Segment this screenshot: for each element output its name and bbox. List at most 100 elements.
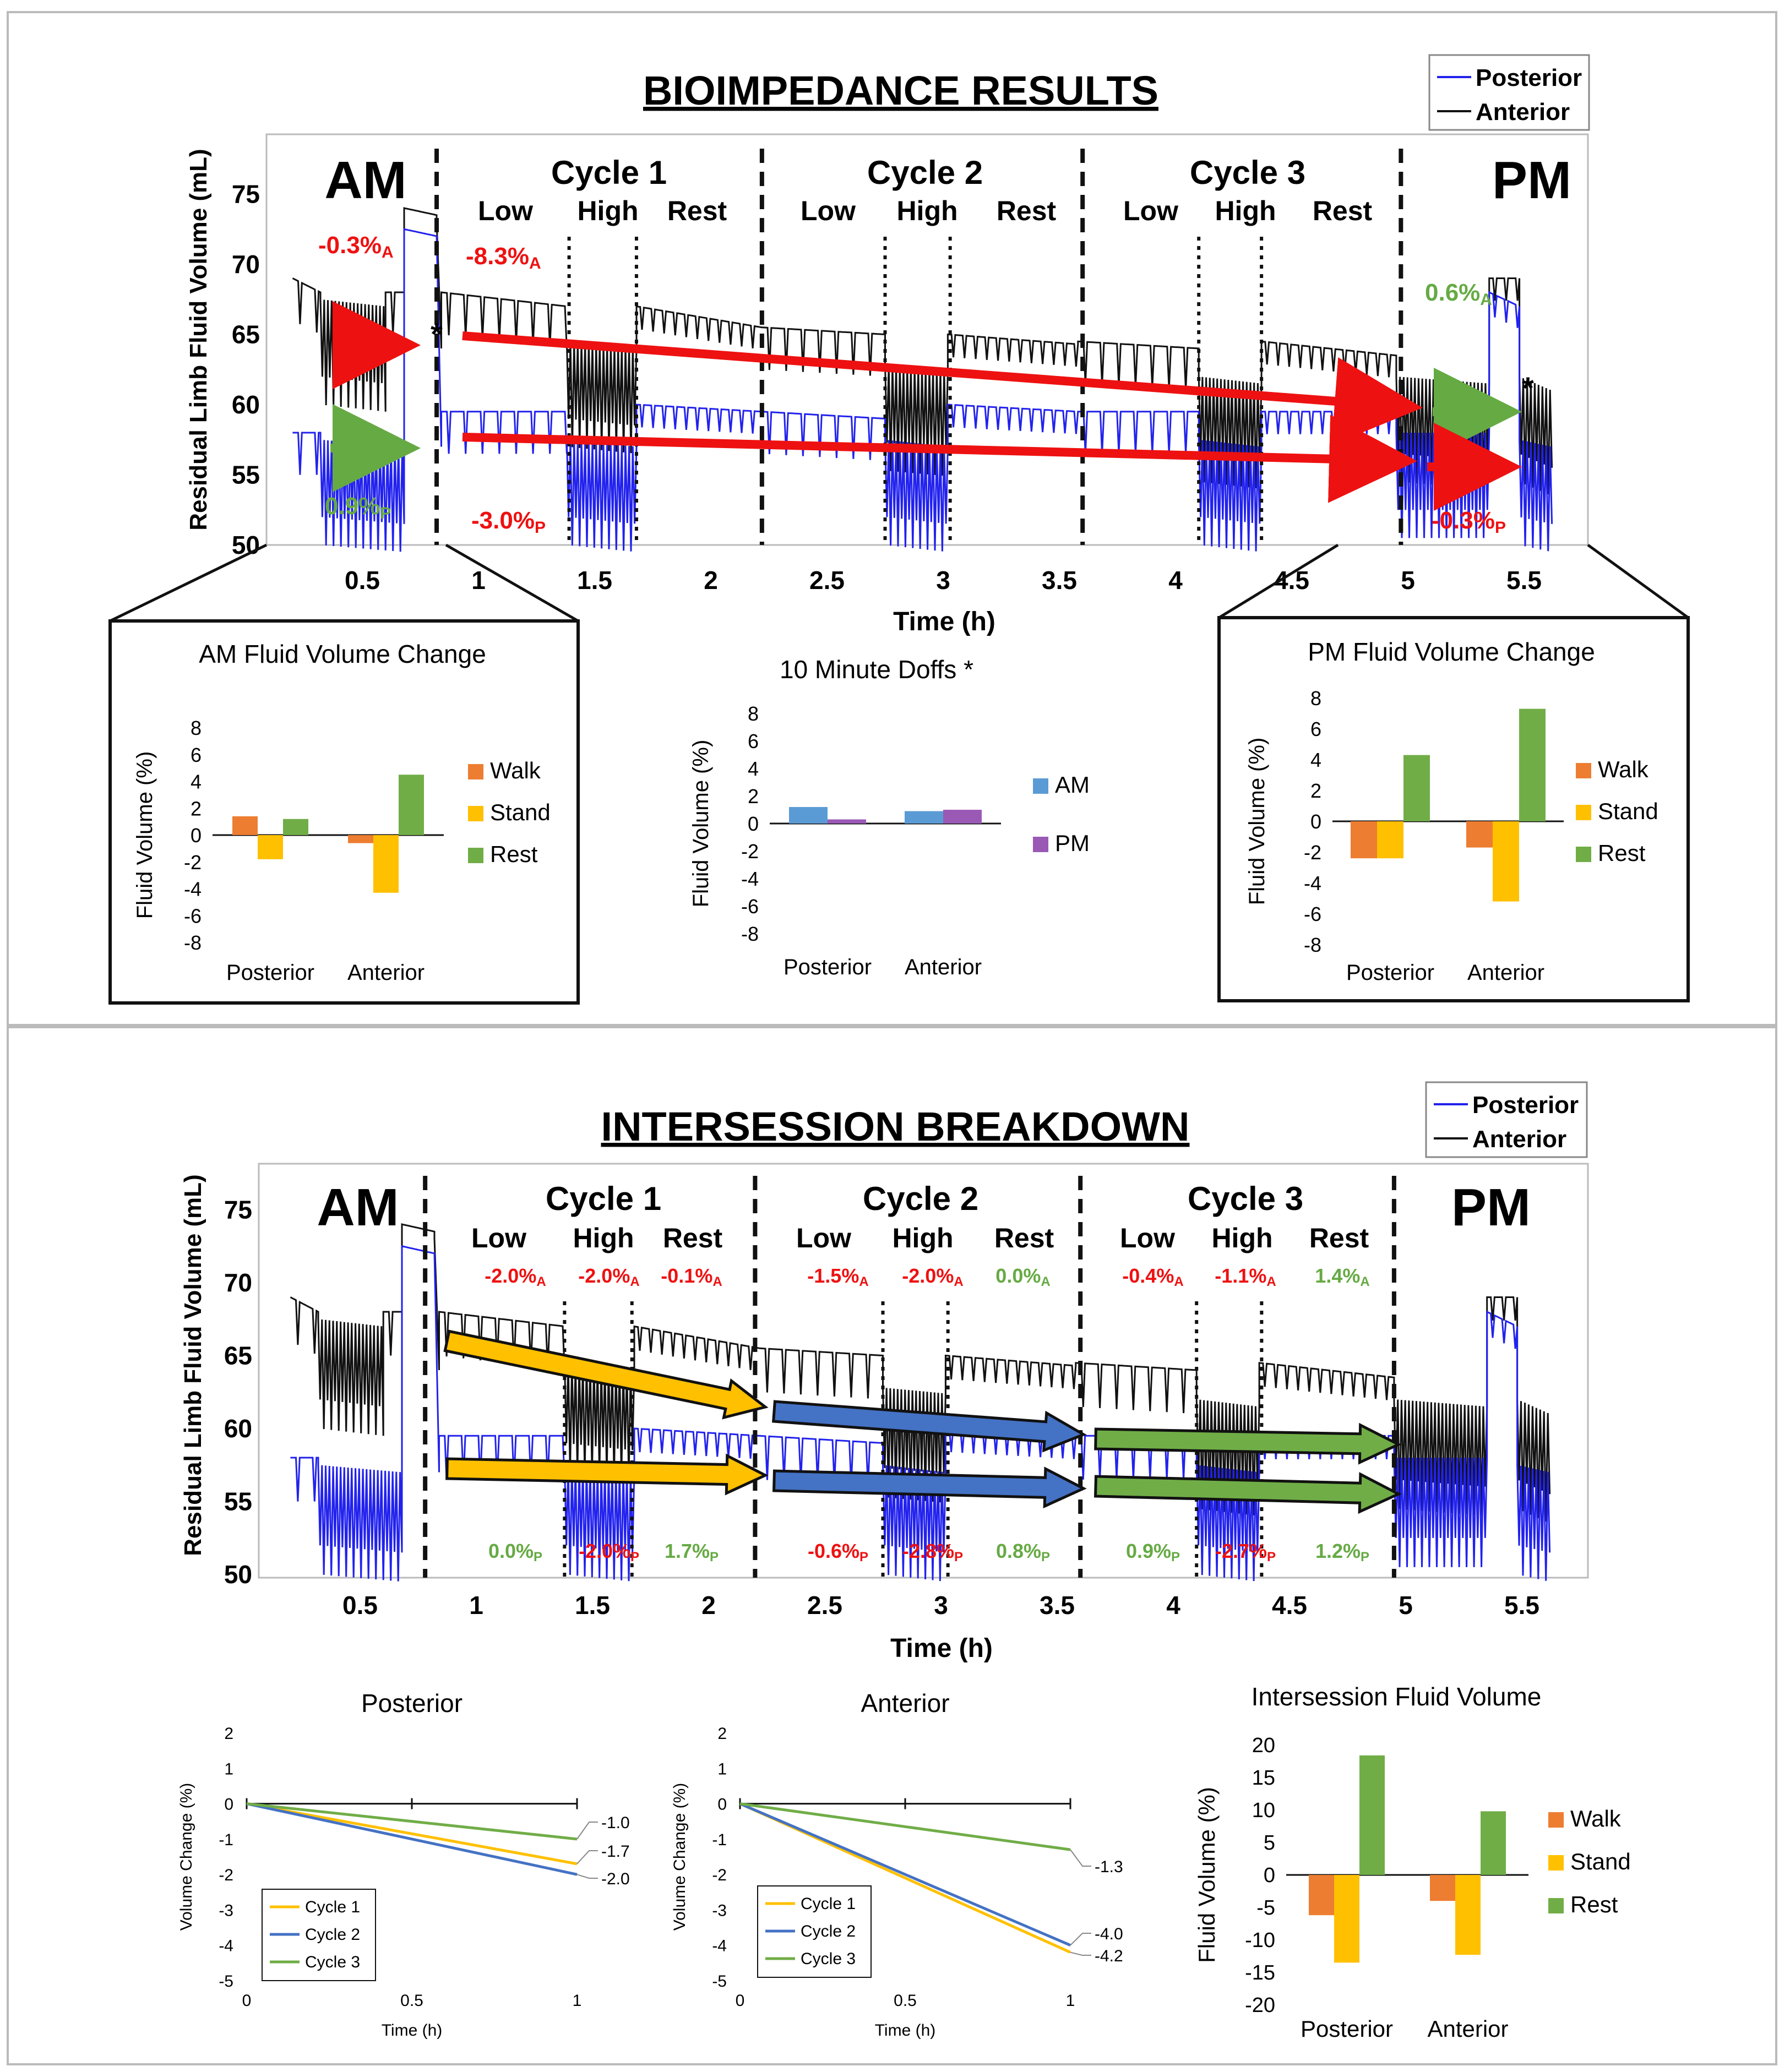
- cycle-trend-arrow: [772, 1466, 1087, 1509]
- legend-label: Rest: [1570, 1891, 1618, 1917]
- y-tick-label: 65: [232, 320, 260, 349]
- legend-label: Walk: [1570, 1806, 1622, 1831]
- legend-label: Cycle 2: [305, 1926, 360, 1944]
- y-tick-label: -6: [741, 895, 759, 918]
- legend-swatch: [468, 806, 483, 821]
- x-tick-label: 5: [1399, 1591, 1413, 1620]
- end-value-label: -1.3: [1095, 1858, 1123, 1876]
- legend-posterior-label: Posterior: [1476, 64, 1582, 91]
- doff-asterisk: *: [1522, 370, 1534, 405]
- panel2-xaxis-ticks: 0.5 1 1.5 2 2.5 3 3.5 4 4.5 5 5.5: [342, 1591, 1539, 1620]
- legend-anterior-label: Anterior: [1476, 99, 1570, 126]
- bar: [1430, 1875, 1455, 1901]
- label-leader: [576, 1874, 598, 1879]
- x-tick-label: 0: [736, 1992, 745, 2010]
- legend-label: Stand: [1598, 798, 1658, 824]
- y-tick-label: -6: [1304, 903, 1321, 925]
- anterior-change-label: -2.0%A: [485, 1264, 546, 1289]
- bar: [789, 807, 828, 824]
- y-tick-label: 65: [224, 1342, 252, 1370]
- category-label: Posterior: [784, 955, 872, 979]
- x-tick-label: 0: [242, 1992, 252, 2010]
- legend-swatch: [1033, 778, 1048, 794]
- phase-label: Low: [478, 195, 533, 226]
- section-cycle3: Cycle 3: [1190, 154, 1305, 191]
- x-tick-label: 5.5: [1506, 566, 1542, 595]
- posterior-change-label: 0.8%P: [996, 1540, 1050, 1564]
- legend-label: Rest: [490, 841, 538, 867]
- x-tick-label: 0.5: [400, 1992, 423, 2010]
- y-tick-label: -8: [1304, 934, 1321, 956]
- y-tick-label: 55: [224, 1487, 252, 1516]
- y-tick-label: 8: [191, 717, 202, 739]
- x-tick-label: 2.5: [809, 566, 845, 595]
- bar: [373, 835, 399, 893]
- phase-label: Low: [471, 1223, 526, 1253]
- panel2-dividers: [423, 1176, 1396, 1578]
- end-value-label: -1.7: [601, 1842, 630, 1861]
- legend-label: Walk: [1598, 756, 1649, 782]
- phase-label: High: [896, 195, 957, 226]
- panel2-cycle-arrows: [443, 1329, 1402, 1514]
- x-tick-label: 5.5: [1504, 1591, 1539, 1620]
- anterior-line-chart: Anterior 2 1 0 -1 -2 -3 -4 -5 Volume Change (%) 0 0…: [671, 1689, 1123, 2040]
- chart-title: Intersession Fluid Volume: [1252, 1682, 1542, 1711]
- legend-label: Cycle 3: [801, 1950, 856, 1968]
- bar: [1466, 821, 1493, 848]
- y-tick-label: -2: [741, 840, 759, 863]
- panel1-legend: Posterior Anterior: [1428, 54, 1590, 131]
- annotation-pm-anterior: 0.6%A: [1425, 279, 1492, 309]
- phase-label: Low: [1123, 195, 1178, 226]
- legend-label: Cycle 3: [305, 1953, 360, 1971]
- doff-chart: 10 Minute Doffs * 8 6 4 2 0 -2 -4 -6 -8 Fluid Volu…: [689, 655, 1090, 979]
- label-leader: [1070, 1849, 1091, 1867]
- x-tick-label: 2: [704, 566, 718, 595]
- y-tick-label: 10: [1252, 1799, 1275, 1822]
- x-tick-label: 4: [1166, 1591, 1180, 1620]
- legend-anterior-label: Anterior: [1472, 1126, 1566, 1153]
- phase-label: High: [1211, 1223, 1272, 1253]
- label-leader: [1070, 1951, 1091, 1956]
- panel1-ylabel: Residual Limb Fluid Volume (mL): [185, 149, 212, 530]
- category-label: Anterior: [1467, 961, 1544, 985]
- phase-label: Rest: [1313, 195, 1373, 226]
- phase-label: Low: [1120, 1223, 1175, 1253]
- y-axis-label: Fluid Volume (%): [133, 751, 157, 919]
- chart-title: Posterior: [361, 1689, 463, 1717]
- y-tick-label: -3: [712, 1901, 727, 1920]
- legend-swatch: [468, 764, 483, 779]
- section-cycle2: Cycle 2: [867, 154, 983, 191]
- posterior-change-label: 1.7%P: [665, 1540, 719, 1564]
- y-tick-label: 2: [191, 797, 202, 820]
- y-tick-label: -6: [184, 904, 202, 927]
- posterior-line-chart: Posterior 2 1 0 -1 -2 -3 -4 -5 Volume Change (%) 0…: [177, 1689, 630, 2040]
- phase-label: High: [577, 195, 638, 226]
- chart-title: AM Fluid Volume Change: [199, 640, 486, 668]
- panel2-phase-labels: Low High Rest Low High Rest Low High Rest: [471, 1223, 1369, 1253]
- y-axis-label: Fluid Volume (%): [1245, 738, 1269, 906]
- y-tick-label: 2: [224, 1725, 233, 1743]
- bar: [1309, 1875, 1334, 1916]
- callout-line: [109, 543, 268, 623]
- y-tick-label: 75: [224, 1196, 252, 1224]
- phase-label: Rest: [997, 195, 1057, 226]
- phase-label: Rest: [663, 1223, 723, 1253]
- phase-label: Rest: [1309, 1223, 1369, 1253]
- y-axis-label: Fluid Volume (%): [1194, 1787, 1220, 1963]
- y-tick-label: 60: [232, 390, 260, 419]
- cycle-trend-arrow: [445, 1453, 769, 1496]
- callout-line: [1218, 543, 1339, 619]
- panel2-annotations: -2.0%A -2.0%A -0.1%A -1.5%A -2.0%A 0.0%A -0.4%…: [485, 1264, 1369, 1564]
- posterior-change-label: -2.7%P: [1215, 1540, 1276, 1564]
- annotation-cycles-anterior: -8.3%A: [466, 243, 541, 272]
- panel2-ylabel: Residual Limb Fluid Volume (mL): [179, 1174, 206, 1556]
- x-tick-label: 1: [1066, 1992, 1075, 2010]
- section-cycle1: Cycle 1: [551, 154, 667, 191]
- y-tick-label: -4: [741, 868, 759, 890]
- legend-box: [757, 1885, 872, 1978]
- anterior-change-label: -2.0%A: [578, 1264, 639, 1289]
- phase-label: Low: [801, 195, 856, 226]
- y-tick-label: -1: [712, 1831, 727, 1849]
- section-cycle2: Cycle 2: [863, 1180, 978, 1217]
- y-tick-label: -4: [219, 1937, 233, 1955]
